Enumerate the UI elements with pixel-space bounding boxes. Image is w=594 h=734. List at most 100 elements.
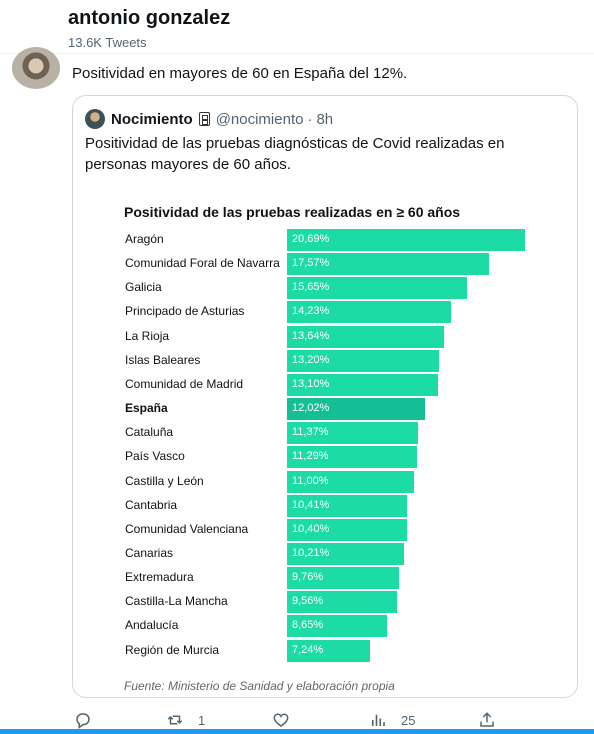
chart-category-label: Castilla-La Mancha <box>125 594 228 609</box>
profile-name[interactable]: antonio gonzalez <box>68 7 231 29</box>
like-button[interactable] <box>272 708 290 732</box>
chart-row: País Vasco 11,29% <box>73 446 577 469</box>
chart-value-label: 10,41% <box>292 498 330 511</box>
chart-bar: 14,23% <box>287 301 451 324</box>
chart-category-label: Castilla y León <box>125 473 204 488</box>
chart-row: Castilla-La Mancha 9,56% <box>73 591 577 614</box>
views-count: 25 <box>401 712 416 728</box>
share-button[interactable] <box>478 708 496 732</box>
chart-title: Positividad de las pruebas realizadas en… <box>124 204 461 220</box>
chart-row: La Rioja 13,64% <box>73 325 577 348</box>
quoted-tweet[interactable]: Nocimiento @nocimiento · 8h Positividad … <box>72 95 578 698</box>
chart-value-label: 11,29% <box>292 450 329 463</box>
chart-row: Galicia 15,65% <box>73 277 577 300</box>
chart-row: Comunidad Valenciana 10,40% <box>73 518 577 541</box>
chart-value-label: 7,24% <box>292 643 324 656</box>
chart-category-label: Región de Murcia <box>125 642 220 657</box>
chart-value-label: 15,65% <box>292 281 330 294</box>
chart-value-label: 13,10% <box>292 377 330 390</box>
chart-bar: 11,37% <box>287 422 418 445</box>
views-button[interactable]: 25 <box>369 708 415 732</box>
retweet-icon <box>167 715 183 725</box>
chart-category-label: España <box>125 401 168 416</box>
chart-value-label: 12,02% <box>292 402 330 415</box>
chart-bar: 9,56% <box>287 591 397 614</box>
chart-value-label: 9,56% <box>292 595 324 608</box>
chart-row: Extremadura 9,76% <box>73 567 577 590</box>
reply-icon <box>76 713 90 729</box>
chart-value-label: 11,00% <box>292 474 329 487</box>
chart-bar: 13,10% <box>287 373 438 396</box>
chart-category-label: Canarias <box>125 545 174 560</box>
quoted-tweet-header: Nocimiento @nocimiento · 8h <box>85 108 333 130</box>
chart-category-label: Comunidad Valenciana <box>125 521 249 536</box>
chart-row: Comunidad de Madrid 13,10% <box>73 373 577 396</box>
chart-row: Comunidad Foral de Navarra 17,57% <box>73 253 577 276</box>
chart-bar: 13,64% <box>287 325 444 348</box>
chart-bar: 15,65% <box>287 277 468 300</box>
chart-value-label: 13,64% <box>292 329 330 342</box>
chart-category-label: Comunidad Foral de Navarra <box>125 256 280 271</box>
heart-icon <box>273 713 289 727</box>
chart-category-label: Andalucía <box>125 618 179 633</box>
chart-row: Aragón 20,69% <box>73 229 577 251</box>
chart-value-label: 9,76% <box>292 571 324 584</box>
chart-row: Principado de Asturias 14,23% <box>73 301 577 324</box>
quoted-avatar[interactable] <box>85 109 105 129</box>
chart-row: Región de Murcia 7,24% <box>73 639 577 662</box>
chart-category-label: Aragón <box>125 232 164 246</box>
chart-row: Andalucía 8,65% <box>73 615 577 638</box>
chart-row: Cantabria 10,41% <box>73 494 577 517</box>
chart-category-label: Principado de Asturias <box>125 304 245 319</box>
reply-button[interactable] <box>74 708 92 732</box>
chart-category-label: Galicia <box>125 280 162 295</box>
separator-dot: · <box>307 110 313 128</box>
chart-category-label: Cantabria <box>125 497 178 512</box>
chart-value-label: 8,65% <box>292 619 324 632</box>
chart-category-label: La Rioja <box>125 328 170 343</box>
chart-value-label: 17,57% <box>292 257 330 270</box>
chart-row: Canarias 10,21% <box>73 542 577 565</box>
chart-bar: 8,65% <box>287 615 387 638</box>
tweet-text: Positividad en mayores de 60 en España d… <box>72 65 408 82</box>
chart-bar: 10,21% <box>287 542 405 565</box>
views-chart-icon <box>371 714 385 726</box>
chart-category-label: Extremadura <box>125 570 194 585</box>
chart-bar: 7,24% <box>287 639 371 662</box>
chart-category-label: Islas Baleares <box>125 352 201 367</box>
quoted-author-handle[interactable]: @nocimiento <box>215 110 304 128</box>
chart-value-label: 10,21% <box>292 546 330 559</box>
chart-image[interactable]: Positividad de las pruebas realizadas en… <box>73 196 577 696</box>
chart-bar: 11,29% <box>287 446 417 469</box>
tweet-count: 13.6K Tweets <box>68 35 147 50</box>
share-icon <box>480 712 494 727</box>
chart-row: Cataluña 11,37% <box>73 422 577 445</box>
chart-row: Castilla y León 11,00% <box>73 470 577 493</box>
mobile-phone-icon <box>198 112 210 126</box>
chart-value-label: 14,23% <box>292 305 330 318</box>
retweet-button[interactable]: 1 <box>166 708 205 732</box>
chart-bar: 20,69% <box>287 229 525 251</box>
chart-bar: 13,20% <box>287 349 439 372</box>
chart-bar: 12,02% <box>287 398 426 421</box>
chart-bar: 11,00% <box>287 470 414 493</box>
chart-category-label: Cataluña <box>125 425 174 440</box>
chart-value-label: 10,40% <box>292 522 330 535</box>
quoted-timestamp[interactable]: 8h <box>316 110 334 128</box>
chart-row: Islas Baleares 13,20% <box>73 349 577 372</box>
retweet-count: 1 <box>198 712 206 728</box>
chart-bar: 17,57% <box>287 253 490 276</box>
chart-bar: 10,40% <box>287 518 407 541</box>
chart-category-label: Comunidad de Madrid <box>125 376 244 391</box>
avatar[interactable] <box>12 47 60 89</box>
chart-source: Fuente: Ministerio de Sanidad y elaborac… <box>124 679 395 693</box>
chart-value-label: 13,20% <box>292 353 330 366</box>
header-divider <box>0 53 594 54</box>
chart-bar: 10,41% <box>287 494 407 517</box>
profile-header: antonio gonzalez 13.6K Tweets <box>0 0 594 52</box>
quoted-author-name[interactable]: Nocimiento <box>111 110 193 128</box>
bottom-accent-bar <box>0 729 594 734</box>
chart-row: España 12,02% <box>73 398 577 421</box>
chart-bar: 9,76% <box>287 567 400 590</box>
quoted-tweet-text: Positividad de las pruebas diagnósticas … <box>85 135 505 173</box>
